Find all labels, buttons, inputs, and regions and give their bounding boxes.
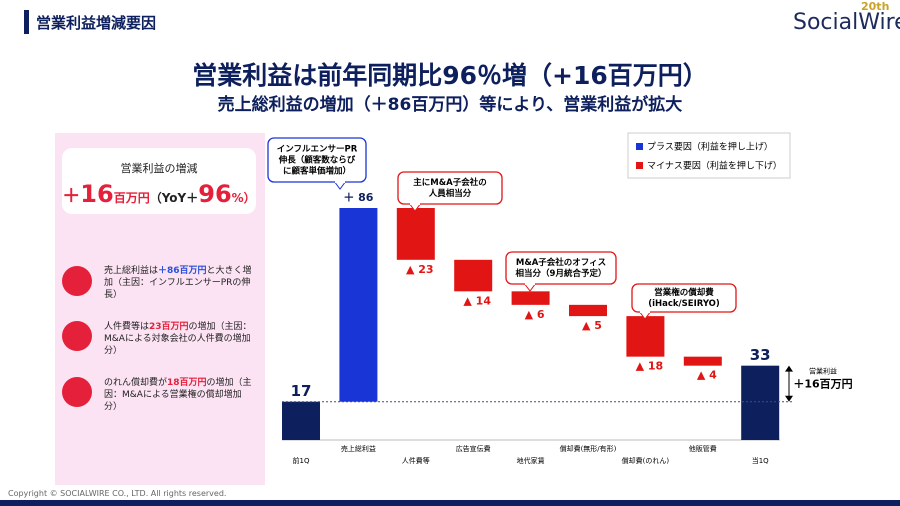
x-tick-label: 前1Q (293, 456, 310, 465)
text-part: 23百万円 (149, 322, 189, 332)
legend-swatch (636, 162, 643, 169)
bar (626, 316, 665, 357)
bar (741, 365, 780, 440)
text-part: と大きく増加（主因：インフルエンサーPRの伸長） (104, 266, 252, 300)
legend-box (627, 132, 791, 179)
x-tick-label: 売上総利益 (341, 444, 376, 453)
x-tick-label: 広告宣伝費 (456, 444, 491, 453)
callout (267, 137, 367, 183)
text-part: 18百万円 (167, 378, 207, 388)
callout-text: 伸長（顧客数ならび (278, 155, 356, 166)
text-part: %） (231, 191, 256, 205)
callout-text: 人員相当分 (429, 188, 472, 199)
text-part: 16 (80, 180, 114, 208)
callout-text: 相当分（9月統合予定） (516, 268, 607, 279)
summary-label: 営業利益の増減 (120, 162, 198, 175)
text-part: ＋ (62, 186, 81, 207)
bar (396, 208, 435, 260)
data-label: ▲ 18 (636, 360, 664, 373)
legend-swatch (636, 143, 643, 150)
footer-bar (0, 500, 900, 506)
summary-box: 営業利益の増減 ＋16百万円（YoY＋96%） (62, 148, 256, 214)
data-label: ＋ 86 (343, 191, 373, 204)
legend-label: プラス要因（利益を押し上げ） (647, 141, 773, 153)
header-bar (24, 10, 29, 34)
headline-subtitle: 売上総利益の増加（＋86百万円）等により、営業利益が拡大 (217, 95, 683, 115)
header-title: 営業利益増減要因 (36, 14, 157, 32)
x-tick-label: 償却費(のれん) (622, 456, 670, 465)
data-label: 33 (750, 346, 771, 364)
bar (339, 208, 378, 402)
item-text: のれん償却費が18百万円の増加（主因：M&Aによる営業権の償却増加分） (104, 377, 254, 413)
data-label: ▲ 23 (406, 263, 434, 276)
callout-text: 主にM&A子会社の (413, 177, 486, 188)
callout (397, 171, 503, 205)
text-part: 売上総利益は (104, 266, 159, 276)
data-label: ▲ 5 (582, 319, 602, 332)
text-part: 人件費等は (104, 322, 150, 332)
icon (62, 321, 92, 351)
callout-cover (335, 180, 345, 183)
logo-badge: 20th (861, 0, 890, 13)
icon (62, 266, 92, 296)
callout-cover (525, 282, 535, 285)
bar (683, 356, 722, 366)
callout-cover (410, 202, 420, 205)
copyright: Copyright © SOCIALWIRE CO., LTD. All rig… (8, 489, 227, 498)
legend-label: マイナス要因（利益を押し下げ） (647, 160, 782, 172)
summary-value: ＋16百万円（YoY＋96%） (62, 180, 256, 208)
icon (62, 377, 92, 407)
x-tick-label: 当1Q (752, 456, 769, 465)
callout-text: インフルエンサーPR (277, 145, 358, 155)
text-part: の増加（主因：M&Aによる営業権の償却増加分） (104, 378, 252, 412)
callout-text: 営業権の償却費 (654, 287, 714, 298)
item-text: 人件費等は23百万円の増加（主因：M&Aによる対象会社の人件費の増加分） (104, 321, 254, 357)
data-label: ▲ 6 (525, 308, 545, 321)
text-part: 96 (198, 180, 232, 208)
callout-text: に顧客単価増加） (283, 166, 351, 177)
text-part: （YoY＋ (149, 191, 199, 205)
item-text: 売上総利益は＋86百万円と大きく増加（主因：インフルエンサーPRの伸長） (104, 265, 254, 301)
bar (282, 401, 320, 440)
x-tick-label: 人件費等 (402, 456, 430, 465)
callout (631, 283, 737, 313)
bar (511, 291, 550, 305)
x-tick-label: 他販管費 (689, 444, 717, 453)
callout-text: (iHack/SEIRYO) (648, 299, 720, 309)
x-tick-label: 償却費(無形/有形) (560, 444, 617, 453)
logo: SocialWire (793, 10, 900, 35)
change-note: ＋16百万円 (793, 378, 852, 391)
callout-text: M&A子会社のオフィス (516, 257, 606, 268)
x-tick-label: 地代家賃 (517, 456, 545, 465)
text-part: の増加（主因：M&Aによる対象会社の人件費の増加分） (104, 322, 252, 356)
text-part: ＋86百万円 (158, 266, 207, 276)
bar (569, 304, 607, 317)
callout-cover (640, 310, 650, 313)
text-part: 百万円 (113, 191, 150, 205)
bar (454, 259, 493, 292)
headline-title: 営業利益は前年同期比96％増（+16百万円） (192, 61, 708, 90)
data-label: ▲ 14 (463, 294, 491, 307)
data-label: 17 (291, 382, 312, 400)
data-label: ▲ 4 (697, 369, 717, 382)
change-note: 営業利益 (809, 367, 837, 376)
text-part: のれん償却費が (104, 378, 168, 388)
callout (505, 251, 617, 285)
